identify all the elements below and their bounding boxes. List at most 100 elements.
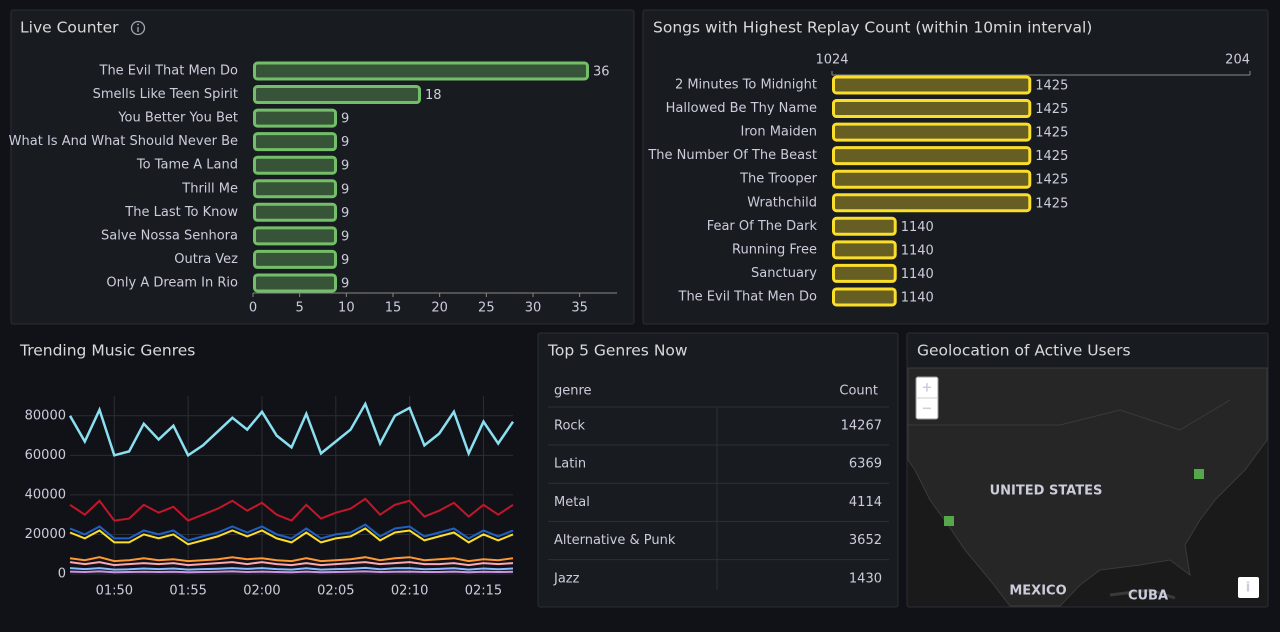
category-label: Outra Vez (174, 252, 238, 267)
map-island (1109, 588, 1176, 600)
category-label: Fear Of The Dark (707, 219, 818, 234)
y-tick-label: 0 (58, 567, 66, 582)
bar (832, 146, 1032, 166)
value-label: 1140 (901, 220, 934, 235)
x-tick-label: 02:10 (391, 584, 428, 599)
panel (10, 9, 635, 325)
category-label: Sanctuary (751, 266, 817, 281)
series-line (69, 561, 514, 567)
series-line (69, 497, 514, 522)
bar (253, 61, 589, 81)
value-label: 1425 (1035, 79, 1068, 94)
map-label: UNITED STATES (990, 484, 1103, 499)
series-line (69, 556, 514, 563)
series-line (68, 400, 515, 458)
x-tick-label: 5 (296, 301, 304, 316)
cell: 14267 (841, 419, 882, 434)
info-button[interactable] (1238, 577, 1259, 598)
info-icon[interactable] (130, 20, 146, 36)
category-label: Wrathchild (747, 195, 817, 210)
bar (832, 75, 1032, 95)
zoom-in[interactable]: + (922, 381, 933, 396)
bar (253, 273, 337, 293)
category-label: You Better You Bet (117, 111, 238, 126)
category-label: The Number Of The Beast (647, 148, 817, 163)
bar (253, 108, 337, 128)
cell: 4114 (849, 495, 882, 510)
cell: Jazz (553, 571, 580, 586)
value-label: 9 (341, 253, 349, 268)
value-label: 1425 (1035, 173, 1068, 188)
map-marker[interactable] (1194, 469, 1204, 479)
y-tick-label: 20000 (25, 527, 66, 542)
value-label: 9 (341, 182, 349, 197)
bar (832, 99, 1032, 119)
cell: Alternative & Punk (554, 533, 676, 548)
cell: Metal (554, 495, 590, 510)
x-tick-label: 25 (478, 301, 495, 316)
x-tick-label: 15 (385, 301, 402, 316)
value-label: 9 (341, 276, 349, 291)
map-label: CUBA (1128, 589, 1168, 604)
value-label: 1140 (901, 290, 934, 305)
column-header: Count (839, 384, 878, 399)
value-label: 18 (425, 88, 442, 103)
value-label: 9 (341, 206, 349, 221)
series-line (69, 566, 514, 571)
bar (253, 179, 337, 199)
cell: Latin (554, 457, 586, 472)
value-label: 36 (593, 65, 610, 80)
panel-title: Top 5 Genres Now (547, 342, 688, 360)
value-label: 1140 (901, 243, 934, 258)
value-label: 1425 (1035, 126, 1068, 141)
map-marker[interactable] (944, 516, 954, 526)
bar (253, 155, 337, 175)
series-line (69, 527, 514, 546)
x-tick-label: 0 (249, 301, 257, 316)
map-border (908, 399, 1231, 431)
bar (253, 226, 337, 246)
panel (642, 9, 1269, 325)
value-label: 9 (341, 112, 349, 127)
category-label: To Tame A Land (136, 158, 238, 173)
x-tick-label: 20 (431, 301, 448, 316)
bar (832, 287, 897, 307)
panel-title: Geolocation of Active Users (917, 342, 1131, 360)
x-tick-label: 01:55 (169, 584, 206, 599)
value-label: 1140 (901, 267, 934, 282)
category-label: 2 Minutes To Midnight (675, 78, 817, 93)
value-label: 9 (341, 229, 349, 244)
y-tick-label: 60000 (25, 448, 66, 463)
column-header: genre (554, 384, 592, 399)
bar (253, 132, 337, 152)
x-tick-label: 02:05 (317, 584, 354, 599)
category-label: What Is And What Should Never Be (9, 134, 238, 149)
x-tick-label: 35 (571, 301, 588, 316)
bar (253, 249, 337, 269)
category-label: The Last To Know (124, 205, 238, 220)
bar (832, 122, 1032, 142)
x-tick-label: 01:50 (96, 584, 133, 599)
series-line (69, 570, 514, 574)
panel-title: Songs with Highest Replay Count (within … (653, 19, 1092, 37)
category-label: The Trooper (739, 172, 818, 187)
bar (253, 202, 337, 222)
y-tick-label: 40000 (25, 487, 66, 502)
value-label: 1425 (1035, 196, 1068, 211)
panel (537, 332, 899, 608)
panel-title: Trending Music Genres (19, 342, 195, 360)
category-label: Salve Nossa Senhora (101, 228, 238, 243)
cell: 6369 (849, 457, 882, 472)
bar (832, 169, 1032, 189)
value-label: 9 (341, 135, 349, 150)
value-label: 1425 (1035, 149, 1068, 164)
x-tick-label: 1024 (815, 53, 848, 68)
value-label: 1425 (1035, 102, 1068, 117)
category-label: The Evil That Men Do (99, 64, 239, 79)
value-label: 9 (341, 159, 349, 174)
zoom-out[interactable]: − (922, 402, 933, 417)
category-label: The Evil That Men Do (678, 289, 818, 304)
category-label: Thrill Me (181, 181, 238, 196)
